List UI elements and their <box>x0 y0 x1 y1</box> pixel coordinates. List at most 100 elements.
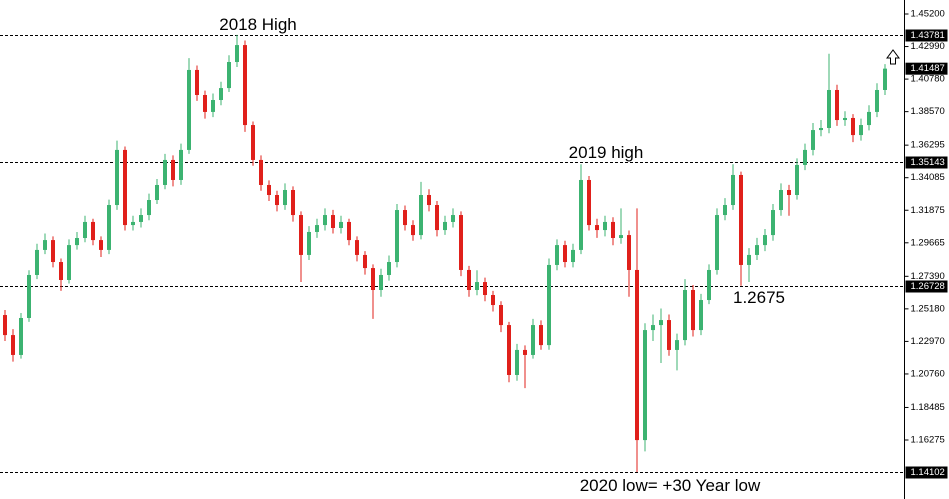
candle-body <box>251 125 255 160</box>
candle-body <box>659 320 663 326</box>
candle-body <box>675 340 679 350</box>
candle-body <box>883 68 887 90</box>
candle-body <box>115 149 119 206</box>
candle-body <box>43 240 47 250</box>
candle-body <box>139 215 143 222</box>
candle-body <box>243 45 247 126</box>
candle-body <box>635 269 639 441</box>
candle-body <box>611 221 615 239</box>
candle-body <box>499 305 503 326</box>
level-label-box <box>905 466 948 479</box>
candle-body <box>451 215 455 222</box>
annotation: 1.2675 <box>733 288 785 307</box>
candle-body <box>547 264 551 346</box>
candle-body <box>787 189 791 196</box>
y-tick-label: 1.34085 <box>911 172 945 183</box>
candle-body <box>83 221 87 239</box>
candle-body <box>291 189 295 216</box>
candle-body <box>779 189 783 211</box>
y-tick-label: 1.45200 <box>911 9 945 20</box>
candle-body <box>747 254 751 265</box>
candle-body <box>51 240 55 263</box>
candle-body <box>307 231 311 255</box>
candle-body <box>339 221 343 228</box>
level-label-box <box>905 280 948 293</box>
candle-body <box>595 225 599 231</box>
candle-body <box>683 290 687 341</box>
candle-body <box>587 179 591 226</box>
current-price-label: 1.41487 <box>911 63 945 74</box>
y-tick-label: 1.27390 <box>911 271 945 282</box>
candle-body <box>523 349 527 355</box>
candle-body <box>283 189 287 206</box>
candle-body <box>795 164 799 196</box>
candle-body <box>803 149 807 165</box>
annotation: 2018 High <box>219 15 297 34</box>
candle-body <box>603 221 607 231</box>
candle-body <box>171 159 175 180</box>
y-tick-label: 1.42990 <box>911 41 945 52</box>
candle-body <box>11 335 15 355</box>
candle-body <box>867 111 871 126</box>
candle-body <box>851 117 855 136</box>
candle-body <box>227 62 231 89</box>
candle-body <box>427 195 431 206</box>
candle-body <box>531 325 535 355</box>
candle-body <box>827 89 831 128</box>
candle-body <box>131 221 135 226</box>
candle-body <box>99 240 103 250</box>
candle-body <box>299 215 303 255</box>
y-tick-label: 1.38570 <box>911 106 945 117</box>
candle-body <box>211 100 215 112</box>
candle-body <box>195 69 199 95</box>
level-label: 1.43781 <box>911 30 945 41</box>
level-label-box <box>905 156 948 169</box>
candle-body <box>491 295 495 306</box>
candle-body <box>27 274 31 318</box>
candle-body <box>715 215 719 270</box>
annotation: 2020 low= +30 Year low <box>580 476 761 495</box>
candle-body <box>179 149 183 180</box>
candle-body <box>275 195 279 206</box>
up-arrow <box>886 49 900 65</box>
annotation: 2019 high <box>569 143 644 162</box>
candle-body <box>835 89 839 121</box>
candle-body <box>771 210 775 236</box>
candle-body <box>91 221 95 241</box>
candle-body <box>155 184 159 201</box>
candle-body <box>435 205 439 231</box>
current-price-box <box>905 62 948 75</box>
candle-body <box>811 130 815 150</box>
y-tick-label: 1.36295 <box>911 140 945 151</box>
candle-body <box>731 174 735 206</box>
y-tick-label: 1.29665 <box>911 237 945 248</box>
candle-body <box>707 269 711 301</box>
candle-body <box>163 159 167 185</box>
candle-body <box>475 282 479 291</box>
candle-body <box>467 269 471 291</box>
candle-body <box>347 221 351 241</box>
candle-body <box>59 262 63 280</box>
candle-body <box>331 215 335 228</box>
candle-body <box>571 249 575 263</box>
level-label: 1.14102 <box>911 467 945 478</box>
candle-body <box>507 325 511 375</box>
candle-body <box>875 89 879 112</box>
candle-body <box>323 215 327 226</box>
candle-body <box>403 210 407 226</box>
candle-body <box>35 249 39 275</box>
level-label: 1.26728 <box>911 281 945 292</box>
candle-body <box>539 325 543 346</box>
candle-body <box>3 315 7 336</box>
candle-body <box>755 245 759 255</box>
candle-body <box>75 238 79 246</box>
candle-body <box>651 325 655 331</box>
candle-body <box>379 274 383 291</box>
candle-body <box>187 69 191 150</box>
candle-body <box>691 290 695 331</box>
candle-body <box>483 282 487 296</box>
candle-body <box>443 221 447 231</box>
candle-body <box>667 320 671 350</box>
candle-body <box>203 94 207 112</box>
